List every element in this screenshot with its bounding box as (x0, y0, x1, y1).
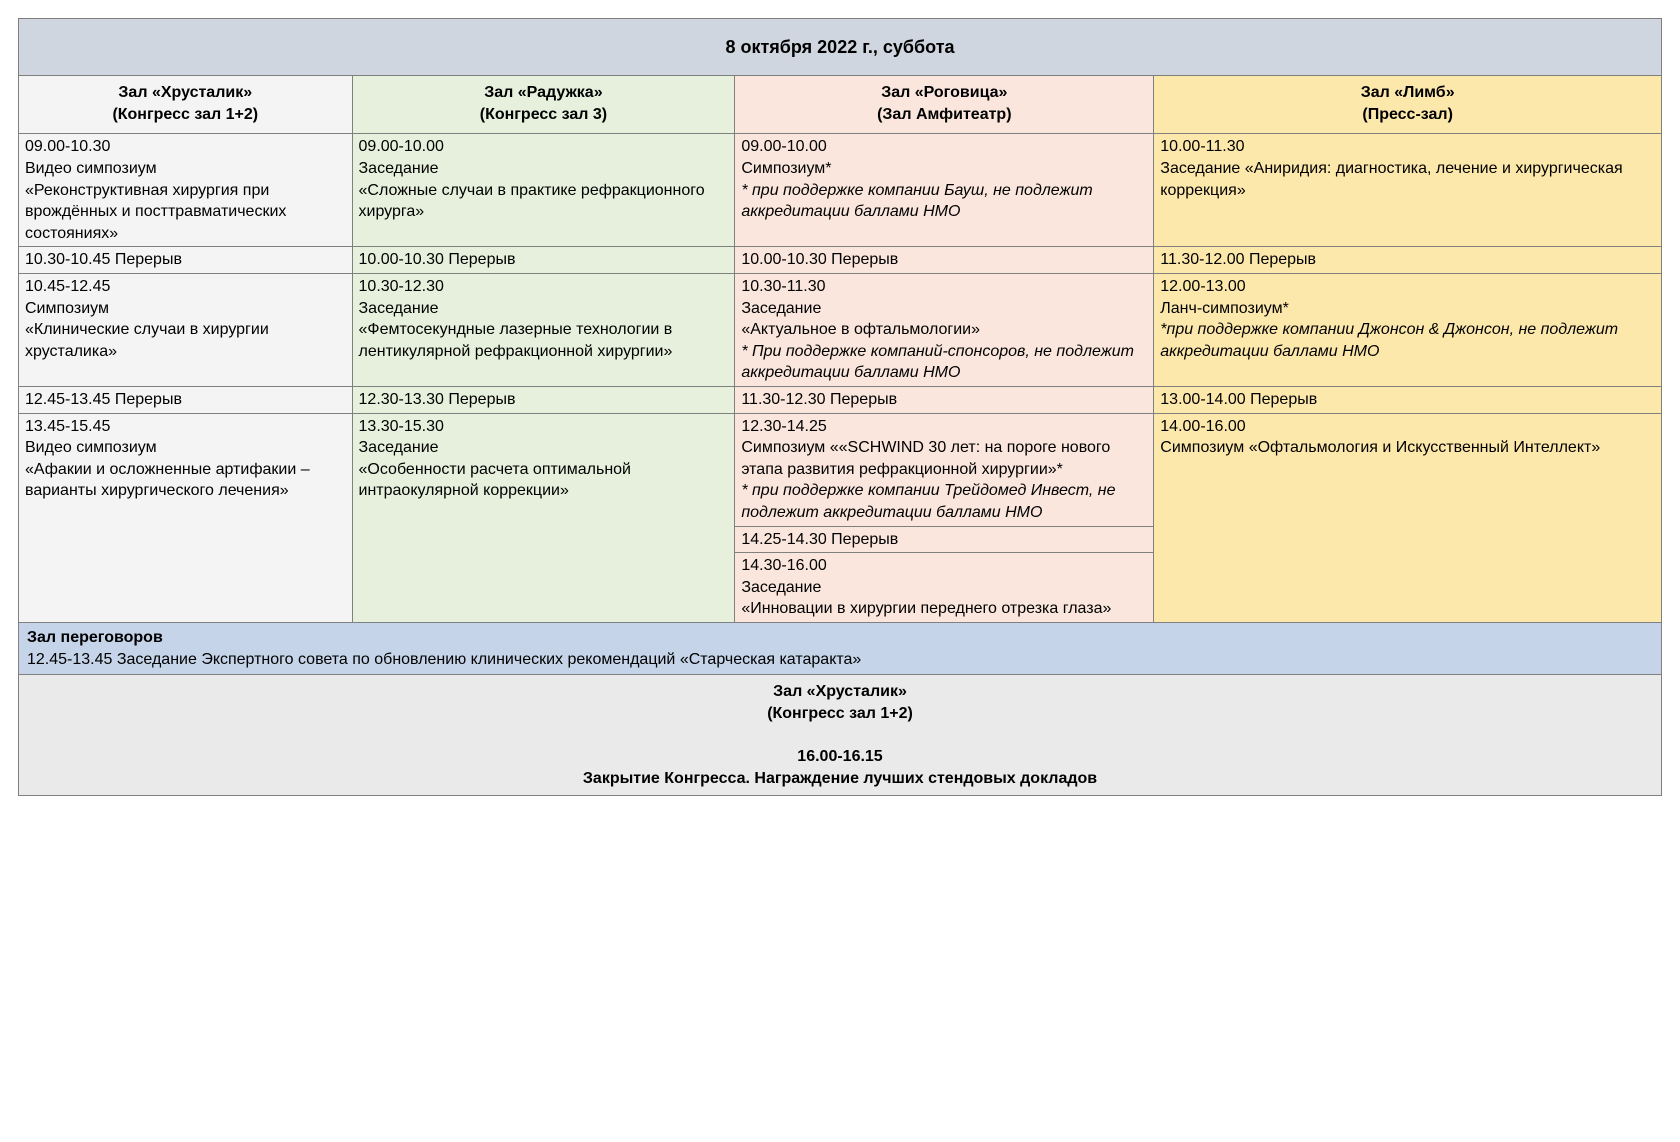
line: Заседание (359, 300, 439, 317)
note: * при поддержке компании Бауш, не подлеж… (741, 182, 1092, 221)
break-cell: 14.25-14.30 Перерыв (735, 526, 1154, 553)
meeting-room-row: Зал переговоров 12.45-13.45 Заседание Эк… (19, 622, 1662, 674)
break-cell: 12.30-13.30 Перерыв (352, 387, 735, 414)
time: 12.00-13.00 (1160, 278, 1245, 295)
time: 09.00-10.00 (359, 138, 444, 155)
break-cell: 10.00-10.30 Перерыв (735, 247, 1154, 274)
line: «Фемтосекундные лазерные технологии в ле… (359, 321, 673, 360)
session-cell: 14.30-16.00 Заседание «Инновации в хирур… (735, 553, 1154, 623)
note: * при поддержке компании Трейдомед Инвес… (741, 482, 1115, 521)
line: Заседание (741, 300, 821, 317)
hall-sub: (Конгресс зал 3) (480, 106, 607, 123)
line: «Сложные случаи в практике рефракционног… (359, 182, 705, 221)
time: 10.00-11.30 (1160, 138, 1244, 155)
line: «Особенности расчета оптимальной интраок… (359, 461, 631, 500)
break-cell: 12.45-13.45 Перерыв (19, 387, 353, 414)
hall-sub: (Пресс-зал) (1362, 106, 1453, 123)
session-cell: 13.30-15.30 Заседание «Особенности расче… (352, 413, 735, 622)
time: 14.30-16.00 (741, 557, 826, 574)
session-cell: 12.00-13.00 Ланч-симпозиум* *при поддерж… (1154, 274, 1662, 387)
date-header: 8 октября 2022 г., суббота (19, 19, 1662, 76)
line: Симпозиум* (741, 160, 831, 177)
hall-header-1: Зал «Хрусталик» (Конгресс зал 1+2) (19, 76, 353, 134)
hall-header-4: Зал «Лимб» (Пресс-зал) (1154, 76, 1662, 134)
line: Симпозиум «Офтальмология и Искусственный… (1160, 439, 1600, 456)
line: «Актуальное в офтальмологии» (741, 321, 980, 338)
hall-header-2: Зал «Радужка» (Конгресс зал 3) (352, 76, 735, 134)
time: 09.00-10.30 (25, 138, 110, 155)
line: Ланч-симпозиум* (1160, 300, 1289, 317)
time: 10.30-12.30 (359, 278, 444, 295)
hall-name: Зал «Лимб» (1361, 84, 1455, 101)
closing-hall: Зал «Хрусталик» (773, 683, 907, 700)
meeting-room-text: 12.45-13.45 Заседание Экспертного совета… (27, 651, 861, 668)
hall-name: Зал «Хрусталик» (118, 84, 252, 101)
session-cell: 14.00-16.00 Симпозиум «Офтальмология и И… (1154, 413, 1662, 622)
session-cell: 13.45-15.45 Видео симпозиум «Афакии и ос… (19, 413, 353, 622)
line: Видео симпозиум (25, 439, 157, 456)
session-cell: 12.30-14.25 Симпозиум ««SCHWIND 30 лет: … (735, 413, 1154, 526)
session-cell: 10.45-12.45 Симпозиум «Клинические случа… (19, 274, 353, 387)
session-cell: 09.00-10.30 Видео симпозиум «Реконструкт… (19, 134, 353, 247)
line: Симпозиум ««SCHWIND 30 лет: на пороге но… (741, 439, 1110, 478)
session-cell: 09.00-10.00 Симпозиум* * при поддержке к… (735, 134, 1154, 247)
line: «Инновации в хирургии переднего отрезка … (741, 600, 1111, 617)
closing-row: Зал «Хрусталик» (Конгресс зал 1+2) 16.00… (19, 675, 1662, 796)
line: «Реконструктивная хирургия при врождённы… (25, 182, 286, 242)
line: Видео симпозиум (25, 160, 157, 177)
break-cell: 13.00-14.00 Перерыв (1154, 387, 1662, 414)
line: Заседание (359, 160, 439, 177)
line: «Клинические случаи в хирургии хрусталик… (25, 321, 269, 360)
break-cell: 10.30-10.45 Перерыв (19, 247, 353, 274)
closing-time: 16.00-16.15 (797, 748, 882, 765)
closing-sub: (Конгресс зал 1+2) (767, 705, 913, 722)
schedule-table: 8 октября 2022 г., суббота Зал «Хрустали… (18, 18, 1662, 796)
time: 09.00-10.00 (741, 138, 826, 155)
closing-text: Закрытие Конгресса. Награждение лучших с… (583, 770, 1097, 787)
time: 10.45-12.45 (25, 278, 110, 295)
hall-header-3: Зал «Роговица» (Зал Амфитеатр) (735, 76, 1154, 134)
break-cell: 11.30-12.30 Перерыв (735, 387, 1154, 414)
hall-name: Зал «Роговица» (881, 84, 1007, 101)
hall-name: Зал «Радужка» (484, 84, 602, 101)
time: 14.00-16.00 (1160, 418, 1245, 435)
break-cell: 11.30-12.00 Перерыв (1154, 247, 1662, 274)
meeting-room-title: Зал переговоров (27, 629, 163, 646)
hall-sub: (Конгресс зал 1+2) (112, 106, 258, 123)
line: Заседание (359, 439, 439, 456)
line: Заседание (741, 579, 821, 596)
session-cell: 10.30-12.30 Заседание «Фемтосекундные ла… (352, 274, 735, 387)
session-cell: 10.00-11.30 Заседание «Аниридия: диагнос… (1154, 134, 1662, 247)
hall-sub: (Зал Амфитеатр) (877, 106, 1011, 123)
line: Заседание «Аниридия: диагностика, лечени… (1160, 160, 1622, 199)
line: Симпозиум (25, 300, 109, 317)
line: «Афакии и осложненные артифакии – вариан… (25, 461, 310, 500)
session-cell: 09.00-10.00 Заседание «Сложные случаи в … (352, 134, 735, 247)
note: * При поддержке компаний-спонсоров, не п… (741, 343, 1134, 382)
time: 12.30-14.25 (741, 418, 826, 435)
note: *при поддержке компании Джонсон & Джонсо… (1160, 321, 1618, 360)
time: 10.30-11.30 (741, 278, 825, 295)
session-cell: 10.30-11.30 Заседание «Актуальное в офта… (735, 274, 1154, 387)
time: 13.45-15.45 (25, 418, 110, 435)
break-cell: 10.00-10.30 Перерыв (352, 247, 735, 274)
time: 13.30-15.30 (359, 418, 444, 435)
